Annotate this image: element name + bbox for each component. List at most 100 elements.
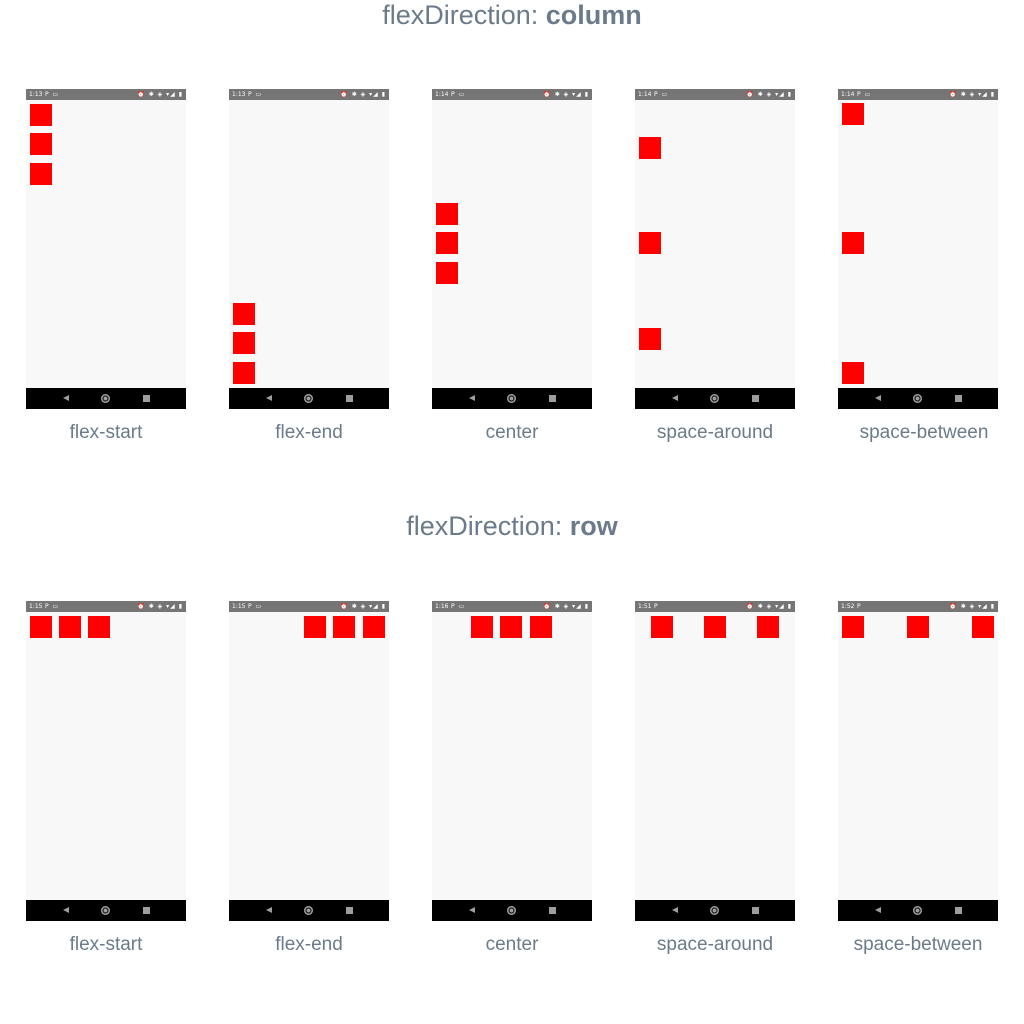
back-icon[interactable] — [872, 905, 884, 916]
notification-icons: P ▭ — [654, 91, 669, 98]
status-time: 1:14 — [841, 91, 855, 98]
back-icon[interactable] — [263, 905, 275, 916]
flex-box — [363, 616, 385, 638]
back-icon[interactable] — [263, 393, 275, 404]
nav-bar — [229, 388, 389, 409]
home-icon[interactable] — [709, 905, 721, 916]
nav-bar — [26, 900, 186, 921]
home-icon[interactable] — [100, 905, 112, 916]
system-icons: ⏰ ✱ ◈ ▾◢ ▮ — [340, 603, 386, 610]
status-bar: 1:15 P ▭ ⏰ ✱ ◈ ▾◢ ▮ — [229, 601, 389, 612]
back-icon[interactable] — [466, 905, 478, 916]
notification-icons: P ▭ — [248, 91, 263, 98]
phone-column-space-between: 1:14 P ▭ ⏰ ✱ ◈ ▾◢ ▮ — [838, 89, 998, 409]
flex-box — [233, 362, 255, 384]
system-icons: ⏰ ✱ ◈ ▾◢ ▮ — [543, 91, 589, 98]
notification-icons: P ▭ — [451, 603, 466, 610]
recents-icon[interactable] — [749, 905, 761, 916]
recents-icon[interactable] — [343, 393, 355, 404]
back-icon[interactable] — [669, 905, 681, 916]
caption-row-space-between: space-between — [853, 934, 983, 955]
home-icon[interactable] — [100, 393, 112, 404]
back-icon[interactable] — [60, 905, 72, 916]
home-icon[interactable] — [912, 393, 924, 404]
flex-box — [639, 137, 661, 159]
flex-box — [471, 616, 493, 638]
system-icons: ⏰ ✱ ◈ ▾◢ ▮ — [949, 91, 995, 98]
notification-icons: P ▭ — [857, 91, 872, 98]
section-title-column: flexDirection: column — [0, 0, 1024, 31]
status-bar: 1:14 P ▭ ⏰ ✱ ◈ ▾◢ ▮ — [432, 89, 592, 100]
notification-icons: P — [654, 603, 659, 610]
status-bar: 1:14 P ▭ ⏰ ✱ ◈ ▾◢ ▮ — [838, 89, 998, 100]
home-icon[interactable] — [303, 393, 315, 404]
recents-icon[interactable] — [952, 393, 964, 404]
title-prefix: flexDirection: — [382, 0, 546, 30]
flex-box — [842, 103, 864, 125]
caption-row-space-around: space-around — [656, 934, 774, 955]
caption-column-flex-end: flex-end — [275, 422, 343, 443]
recents-icon[interactable] — [546, 393, 558, 404]
status-time: 1:52 — [841, 603, 855, 610]
caption-column-space-around: space-around — [656, 422, 774, 443]
system-icons: ⏰ ✱ ◈ ▾◢ ▮ — [949, 603, 995, 610]
flex-box — [500, 616, 522, 638]
status-time: 1:14 — [435, 91, 449, 98]
flex-box — [704, 616, 726, 638]
back-icon[interactable] — [669, 393, 681, 404]
phone-column-space-around: 1:14 P ▭ ⏰ ✱ ◈ ▾◢ ▮ — [635, 89, 795, 409]
phone-row-space-between: 1:52 P ⏰ ✱ ◈ ▾◢ ▮ — [838, 601, 998, 921]
flex-box — [88, 616, 110, 638]
flex-box — [842, 616, 864, 638]
back-icon[interactable] — [60, 393, 72, 404]
status-time: 1:13 — [232, 91, 246, 98]
flex-box — [30, 163, 52, 185]
flex-box — [30, 616, 52, 638]
flex-box — [304, 616, 326, 638]
phone-column-center: 1:14 P ▭ ⏰ ✱ ◈ ▾◢ ▮ — [432, 89, 592, 409]
flex-box — [530, 616, 552, 638]
status-time: 1:13 — [29, 91, 43, 98]
nav-bar — [26, 388, 186, 409]
notification-icons: P ▭ — [451, 91, 466, 98]
home-icon[interactable] — [506, 393, 518, 404]
recents-icon[interactable] — [140, 393, 152, 404]
nav-bar — [229, 900, 389, 921]
phone-row-center: 1:16 P ▭ ⏰ ✱ ◈ ▾◢ ▮ — [432, 601, 592, 921]
system-icons: ⏰ ✱ ◈ ▾◢ ▮ — [137, 603, 183, 610]
flex-box — [233, 303, 255, 325]
phone-row-flex-start: 1:15 P ▭ ⏰ ✱ ◈ ▾◢ ▮ — [26, 601, 186, 921]
recents-icon[interactable] — [140, 905, 152, 916]
caption-column-space-between: space-between — [859, 422, 989, 443]
phone-row-space-around: 1:51 P ⏰ ✱ ◈ ▾◢ ▮ — [635, 601, 795, 921]
system-icons: ⏰ ✱ ◈ ▾◢ ▮ — [543, 603, 589, 610]
notification-icons: P ▭ — [248, 603, 263, 610]
flex-box — [639, 328, 661, 350]
back-icon[interactable] — [466, 393, 478, 404]
recents-icon[interactable] — [343, 905, 355, 916]
notification-icons: P — [857, 603, 862, 610]
system-icons: ⏰ ✱ ◈ ▾◢ ▮ — [340, 91, 386, 98]
flex-box — [651, 616, 673, 638]
back-icon[interactable] — [872, 393, 884, 404]
recents-icon[interactable] — [749, 393, 761, 404]
nav-bar — [635, 388, 795, 409]
nav-bar — [838, 388, 998, 409]
flex-box — [907, 616, 929, 638]
status-bar: 1:16 P ▭ ⏰ ✱ ◈ ▾◢ ▮ — [432, 601, 592, 612]
status-bar: 1:52 P ⏰ ✱ ◈ ▾◢ ▮ — [838, 601, 998, 612]
home-icon[interactable] — [912, 905, 924, 916]
home-icon[interactable] — [303, 905, 315, 916]
flex-box — [436, 232, 458, 254]
flex-box — [436, 262, 458, 284]
recents-icon[interactable] — [546, 905, 558, 916]
recents-icon[interactable] — [952, 905, 964, 916]
home-icon[interactable] — [709, 393, 721, 404]
caption-row-center: center — [485, 934, 539, 955]
caption-row-flex-end: flex-end — [275, 934, 343, 955]
status-time: 1:16 — [435, 603, 449, 610]
flex-box — [333, 616, 355, 638]
home-icon[interactable] — [506, 905, 518, 916]
status-bar: 1:15 P ▭ ⏰ ✱ ◈ ▾◢ ▮ — [26, 601, 186, 612]
flex-box — [972, 616, 994, 638]
